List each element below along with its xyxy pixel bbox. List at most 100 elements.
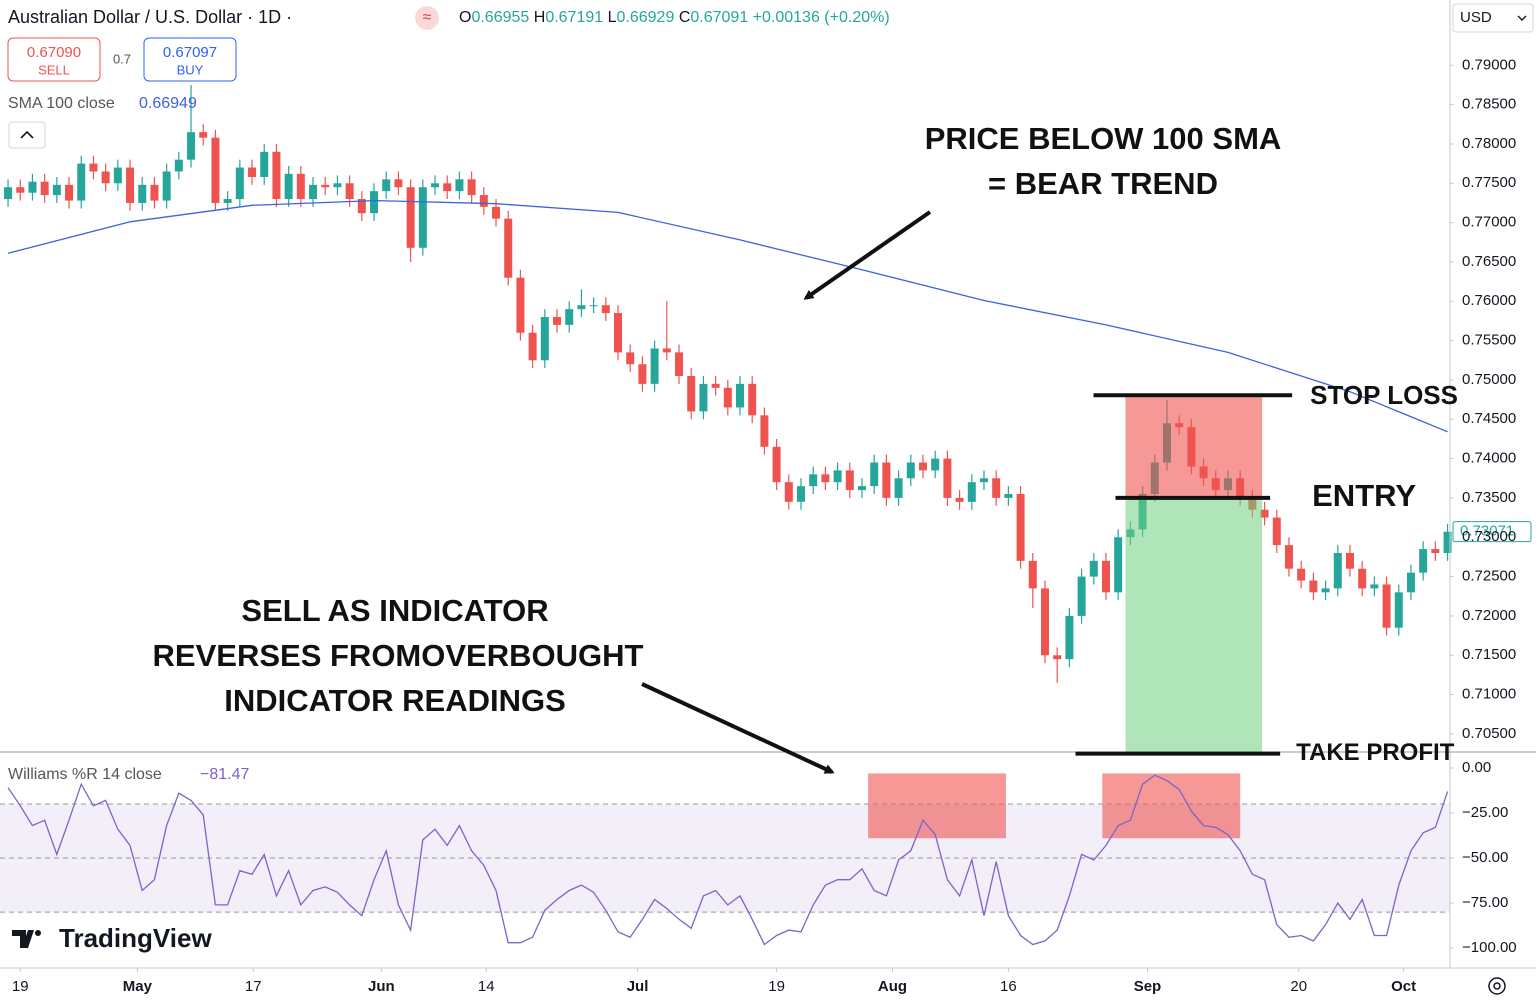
- annotation: REVERSES FROMOVERBOUGHT: [153, 638, 644, 673]
- ohlc-key: C: [679, 9, 691, 26]
- collapse-button[interactable]: [8, 121, 46, 149]
- candle-body: [687, 376, 696, 412]
- candle-body: [260, 151, 269, 177]
- candle-body: [1297, 568, 1306, 581]
- x-tick-label: May: [123, 978, 153, 995]
- change: +0.00136 (+0.20%): [753, 9, 890, 26]
- currency[interactable]: USD: [1460, 9, 1492, 26]
- candle-body: [345, 183, 354, 200]
- candle-body: [931, 458, 940, 471]
- candle-body: [150, 184, 159, 201]
- candle-body: [455, 179, 464, 192]
- candle-body: [882, 462, 891, 498]
- candle-body: [1004, 493, 1013, 498]
- candle-body: [504, 218, 513, 278]
- plot-area: [0, 84, 1452, 946]
- buy-price[interactable]: 0.67097: [163, 44, 217, 61]
- x-tick-label: 19: [12, 978, 29, 995]
- buy-label[interactable]: BUY: [177, 62, 204, 77]
- ohlc-key: L: [608, 9, 617, 26]
- candle-body: [370, 191, 379, 214]
- candle-body: [833, 470, 842, 483]
- x-tick-label: 19: [768, 978, 785, 995]
- arrow: [641, 682, 835, 774]
- candle-body: [1443, 531, 1452, 553]
- y-tick-label: 0.78500: [1462, 96, 1516, 113]
- candle-body: [467, 179, 476, 196]
- candle-body: [52, 184, 61, 196]
- candle-body: [614, 313, 623, 353]
- currency-select[interactable]: [1452, 3, 1534, 33]
- candle-body: [711, 383, 720, 388]
- candle-body: [28, 181, 37, 193]
- candle-body: [870, 462, 879, 487]
- candle-body: [223, 199, 232, 203]
- candle-body: [1345, 552, 1354, 569]
- x-tick-label: 17: [245, 978, 262, 995]
- sma-line: [7, 199, 1448, 433]
- candle-body: [357, 199, 366, 214]
- y-tick-label: 0.70500: [1462, 725, 1516, 742]
- candle-body: [906, 462, 915, 479]
- candle-body: [1260, 509, 1269, 518]
- candle-body: [77, 163, 86, 201]
- annotation: PRICE BELOW 100 SMA: [925, 121, 1282, 156]
- candle-body: [784, 482, 793, 502]
- candle-body: [565, 309, 574, 325]
- candle-body: [431, 183, 440, 188]
- candle-body: [809, 474, 818, 487]
- candle-body: [1309, 580, 1318, 593]
- entry-label: ENTRY: [1312, 478, 1416, 513]
- candle-body: [1101, 560, 1110, 593]
- overbought-highlight: [868, 773, 1006, 839]
- candle-body: [199, 132, 208, 138]
- candle-body: [113, 167, 122, 184]
- y-tick-label: 0.72000: [1462, 607, 1516, 624]
- candle-body: [89, 163, 98, 172]
- sell-button[interactable]: 0.67090 SELL: [7, 37, 101, 82]
- candle-body: [16, 187, 25, 193]
- x-tick-label: Jul: [627, 978, 649, 995]
- candle-body: [589, 305, 598, 307]
- sell-label[interactable]: SELL: [38, 62, 70, 77]
- logo-mark: [12, 930, 34, 948]
- buy-box[interactable]: [143, 37, 237, 82]
- candle-body: [1394, 592, 1403, 628]
- candle-body: [1419, 549, 1428, 573]
- candle-body: [1382, 584, 1391, 628]
- buy-button[interactable]: 0.67097 BUY: [143, 37, 237, 82]
- sell-price[interactable]: 0.67090: [27, 44, 81, 61]
- candle-body: [65, 184, 74, 201]
- candle-body: [1272, 517, 1281, 546]
- candle-body: [1333, 552, 1342, 589]
- sell-box[interactable]: [7, 37, 101, 82]
- candle-body: [797, 486, 806, 502]
- ohlc-key: H: [534, 9, 546, 26]
- settings-icon[interactable]: [1488, 977, 1506, 995]
- candle-body: [248, 167, 257, 177]
- candle-body: [1114, 537, 1123, 593]
- sma-legend-value: 0.66949: [139, 95, 197, 112]
- x-tick-label: Oct: [1391, 978, 1416, 995]
- candle-body: [699, 383, 708, 412]
- ohlc-value: 0.67191: [545, 9, 603, 26]
- annotation: = BEAR TREND: [988, 166, 1218, 201]
- currency-chevron: [1517, 15, 1527, 21]
- candle-body: [296, 173, 305, 200]
- y-tick-label: −75.00: [1462, 894, 1508, 911]
- candle-body: [333, 183, 342, 188]
- x-tick-label: 20: [1290, 978, 1307, 995]
- y-tick-label: 0.71000: [1462, 686, 1516, 703]
- y-tick-label: −25.00: [1462, 804, 1508, 821]
- candle-body: [857, 486, 866, 491]
- candle-body: [748, 383, 757, 416]
- indicator-line: [7, 774, 1449, 946]
- candle-body: [321, 184, 330, 188]
- candle-body: [894, 478, 903, 498]
- candle-body: [382, 179, 391, 192]
- candle-body: [492, 206, 501, 219]
- y-tick-label: 0.74000: [1462, 450, 1516, 467]
- target-zone: [1125, 497, 1263, 752]
